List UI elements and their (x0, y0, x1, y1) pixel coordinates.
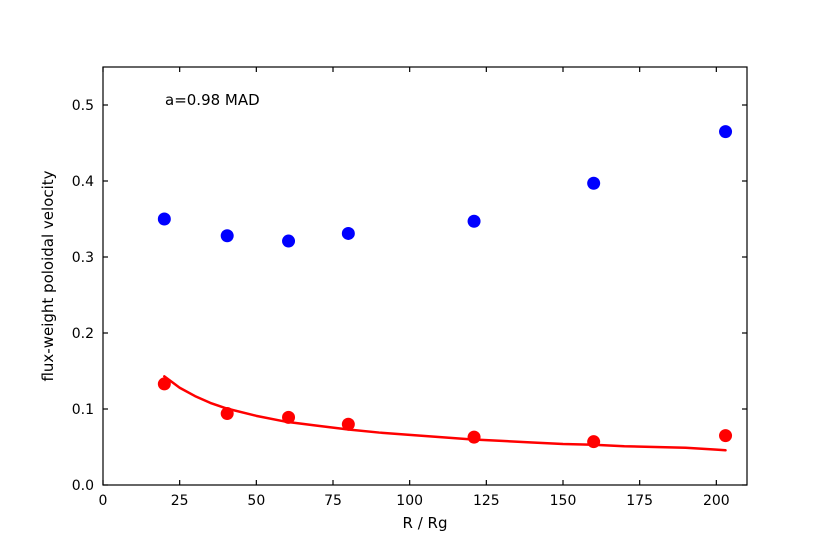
fit-line (163, 375, 727, 452)
y-tick-label: 0.5 (72, 98, 94, 114)
axes-frame (102, 66, 748, 486)
x-tick-label: 50 (247, 493, 265, 509)
y-axis-title: flux-weight poloidal velocity (39, 170, 57, 381)
y-tick-label: 0.3 (72, 250, 94, 266)
x-tick-label: 100 (396, 493, 423, 509)
x-axis-title: R / Rg (403, 514, 448, 532)
x-tick-label: 200 (703, 493, 730, 509)
red-data-point (157, 377, 171, 391)
data-layer (157, 125, 733, 452)
red-data-point (341, 417, 355, 431)
x-tick-label: 125 (473, 493, 500, 509)
x-tick-label: 150 (550, 493, 577, 509)
blue-data-point (220, 229, 234, 243)
blue-data-point (467, 214, 481, 228)
x-tick-label: 75 (324, 493, 342, 509)
y-tick-label: 0.2 (72, 326, 94, 342)
y-tick-label: 0.1 (72, 402, 94, 418)
x-tick-label: 25 (171, 493, 189, 509)
axes-layer: 0 25 50 75 100 125 150 175 200 0.0 0.1 0.2 0.3 0.4 0.5 (72, 66, 748, 509)
red-data-point (467, 430, 481, 444)
blue-data-point (341, 226, 355, 240)
blue-data-point (719, 125, 733, 139)
annotation-label: a=0.98 MAD (165, 91, 260, 109)
red-data-point (719, 429, 733, 443)
blue-data-point (587, 176, 601, 190)
plot-area (103, 67, 747, 485)
plot-background (103, 67, 747, 485)
x-tick-label: 0 (99, 493, 108, 509)
blue-data-point (157, 212, 171, 226)
x-tick-label: 175 (626, 493, 653, 509)
red-data-point (587, 435, 601, 449)
y-tick-label: 0.0 (72, 478, 94, 494)
y-tick-label: 0.4 (72, 174, 94, 190)
blue-data-point (282, 234, 296, 248)
